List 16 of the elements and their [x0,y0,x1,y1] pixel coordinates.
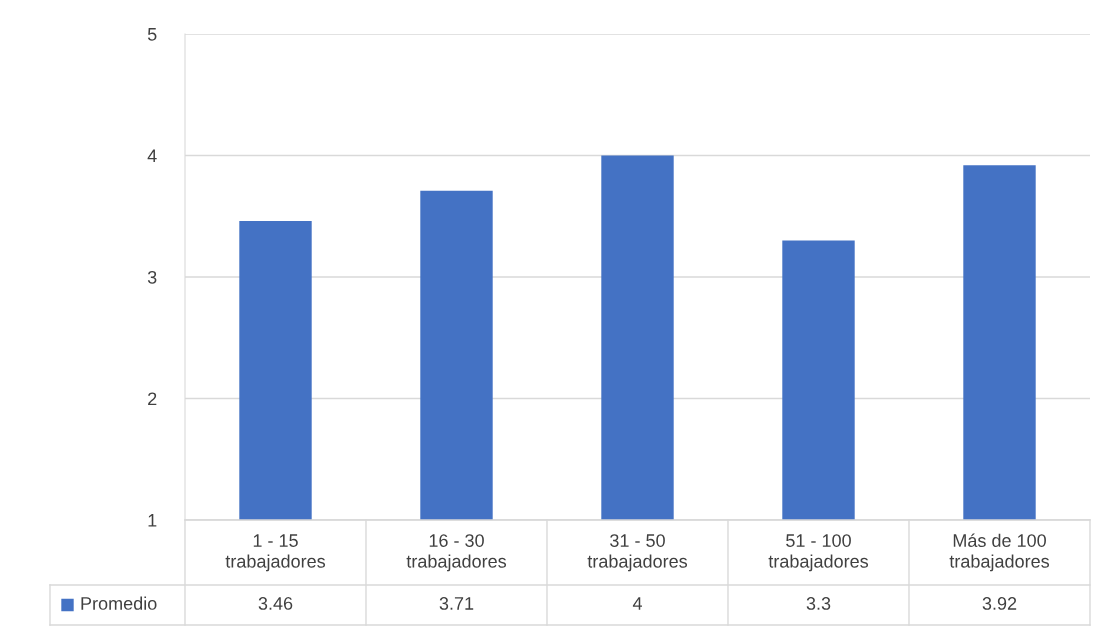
x-tick-label: Más de 100 trabajadores [949,533,1050,572]
y-tick-label: 3 [147,270,157,284]
legend-label: Promedio [81,596,157,610]
y-tick-label: 5 [147,28,157,41]
y-tick-label: 1 [148,514,157,527]
y-tick-label: 2 [148,392,157,406]
data-label: 4 [632,597,642,610]
x-tick-label: 1 - 15 trabajadores [225,534,326,572]
data-label: 3.92 [982,597,1017,610]
data-label: 3.3 [806,597,831,610]
y-tick-label: 4 [147,149,157,163]
x-tick-label: 31 - 50 trabajadores [587,534,688,572]
x-tick-label: 51 - 100 trabajadores [768,534,869,572]
data-label: 3.46 [258,597,293,610]
x-tick-label: 16 - 30 trabajadores [406,534,507,572]
data-label: 3.71 [439,597,474,610]
